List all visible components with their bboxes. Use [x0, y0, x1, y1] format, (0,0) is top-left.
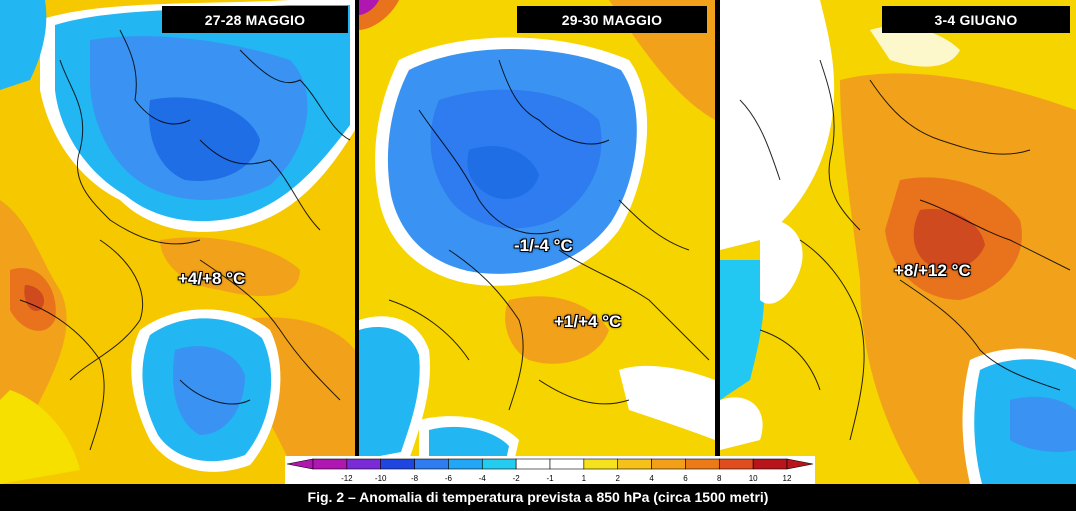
- colorbar-tick-label: 8: [717, 474, 722, 483]
- colorbar-swatch: [515, 458, 551, 470]
- anomaly-label: +8/+12 °C: [894, 261, 971, 280]
- colorbar-swatch: [380, 458, 415, 470]
- colorbar-tick-label: -4: [478, 474, 486, 483]
- anomaly-label: +4/+8 °C: [178, 269, 246, 288]
- colorbar-swatch: [414, 458, 449, 470]
- figure-caption: Fig. 2 – Anomalia di temperatura previst…: [307, 489, 769, 505]
- colorbar-swatch: [718, 458, 754, 470]
- colorbar-swatch: [752, 458, 788, 470]
- colorbar-tick-label: 2: [615, 474, 620, 483]
- panel-title: 27-28 MAGGIO: [162, 6, 348, 33]
- colorbar-tick-label: 4: [649, 474, 654, 483]
- anomaly-label: -1/-4 °C: [514, 236, 573, 255]
- colorbar-tick-label: 12: [782, 474, 792, 483]
- colorbar-tick-label: -12: [341, 474, 353, 483]
- colorbar-tick-label: -10: [374, 474, 387, 483]
- panel-title: 29-30 MAGGIO: [517, 6, 707, 33]
- anomaly-map-1: [0, 0, 355, 484]
- colorbar-tick-label: 10: [748, 474, 758, 483]
- colorbar-swatch: [312, 458, 348, 470]
- colorbar-swatch: [481, 458, 517, 470]
- colorbar-swatch: [651, 458, 686, 470]
- colorbar-tick-label: -8: [411, 474, 419, 483]
- map-panel-29-30-maggio: 29-30 MAGGIO -1/-4 °C +1/+4 °C: [359, 0, 715, 484]
- colorbar-swatch: [617, 458, 652, 470]
- colorbar-swatch: [583, 458, 619, 470]
- colorbar-tick-label: 6: [683, 474, 688, 483]
- color-scale-legend: -12 -10 -8 -6 -4 -2 -1 1 2 4 6 8 10 12: [285, 456, 815, 484]
- panel-title: 3-4 GIUGNO: [882, 6, 1070, 33]
- colorbar-tick-label: -1: [546, 474, 554, 483]
- colorbar-swatch: [448, 458, 483, 470]
- colorbar-swatch: [549, 458, 585, 470]
- anomaly-label: +1/+4 °C: [554, 312, 622, 331]
- colorbar-tick-label: -6: [444, 474, 452, 483]
- colorbar-swatch: [685, 458, 720, 470]
- colorbar-tick-label: 1: [581, 474, 587, 483]
- colorbar-arrow-left: [286, 458, 314, 470]
- colorbar-tick-label: -2: [512, 474, 520, 483]
- color-scale-bar: [286, 458, 814, 470]
- colorbar-swatch: [346, 458, 382, 470]
- map-panel-27-28-maggio: 27-28 MAGGIO +4/+8 °C: [0, 0, 355, 484]
- anomaly-map-3: [720, 0, 1076, 484]
- colorbar-arrow-right: [786, 458, 814, 470]
- map-panel-3-4-giugno: 3-4 GIUGNO +8/+12 °C: [720, 0, 1076, 484]
